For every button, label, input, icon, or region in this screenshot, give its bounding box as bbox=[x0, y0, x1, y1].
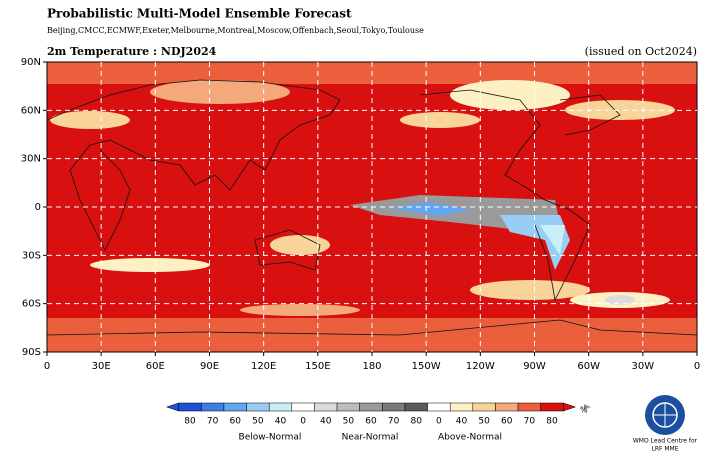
color-box bbox=[336, 402, 360, 412]
color-box bbox=[540, 402, 564, 412]
lon-label: 90E bbox=[200, 361, 219, 372]
color-box bbox=[291, 402, 315, 412]
legend-label: 60 bbox=[230, 417, 242, 427]
color-box bbox=[472, 402, 496, 412]
wmo-logo bbox=[645, 395, 685, 435]
legend-label: 80 bbox=[546, 417, 558, 427]
legend-group: Near-Normal bbox=[342, 433, 399, 443]
legend-label: 40 bbox=[456, 417, 468, 427]
centres: Beijing,CMCC,ECMWF,Exeter,Melbourne,Mont… bbox=[47, 26, 424, 35]
logo-text: LRF MME bbox=[651, 446, 678, 453]
unit-arrow bbox=[584, 404, 591, 410]
legend-group: Above-Normal bbox=[438, 433, 502, 443]
lat-label: 0 bbox=[35, 202, 41, 213]
title: Probabilistic Multi-Model Ensemble Forec… bbox=[47, 7, 352, 21]
color-box bbox=[495, 402, 519, 412]
legend-group: Below-Normal bbox=[239, 433, 302, 443]
legend-label: 50 bbox=[252, 417, 264, 427]
bar-arrow bbox=[563, 402, 577, 412]
legend-label: 60 bbox=[501, 417, 513, 427]
lon-label: 0 bbox=[44, 361, 50, 372]
color-box bbox=[404, 402, 428, 412]
lon-label: 120E bbox=[251, 361, 276, 372]
color-box bbox=[201, 402, 225, 412]
color-box bbox=[268, 402, 293, 412]
bar-arrow bbox=[165, 402, 179, 412]
lon-label: 30E bbox=[92, 361, 111, 372]
color-box bbox=[223, 402, 247, 412]
legend-label: 0 bbox=[300, 417, 306, 427]
legend-label: 40 bbox=[320, 417, 332, 427]
lat-label: 30N bbox=[21, 154, 41, 165]
lat-label: 30S bbox=[22, 250, 41, 261]
color-box bbox=[382, 402, 406, 412]
color-box bbox=[314, 402, 338, 412]
legend-label: 80 bbox=[184, 417, 196, 427]
color-box bbox=[449, 402, 474, 412]
legend-label: 50 bbox=[343, 417, 355, 427]
lat-label: 90S bbox=[22, 347, 41, 358]
lon-label: 180 bbox=[362, 361, 381, 372]
lon-label: 60W bbox=[577, 361, 600, 372]
legend-label: 50 bbox=[478, 417, 490, 427]
lat-label: 60S bbox=[22, 299, 41, 310]
lon-label: 30W bbox=[632, 361, 655, 372]
lon-label: 150E bbox=[305, 361, 330, 372]
lon-label: 150W bbox=[412, 361, 441, 372]
legend-label: 40 bbox=[275, 417, 287, 427]
legend-label: 60 bbox=[365, 417, 377, 427]
color-box bbox=[517, 402, 541, 412]
lon-label: 60E bbox=[146, 361, 165, 372]
legend-label: 0 bbox=[436, 417, 442, 427]
logo-text: WMO Lead Centre for bbox=[633, 438, 698, 445]
legend-label: 80 bbox=[411, 417, 423, 427]
issued: (issued on Oct2024) bbox=[585, 45, 697, 58]
lon-label: 120W bbox=[466, 361, 495, 372]
color-box bbox=[178, 402, 202, 412]
legend-label: 70 bbox=[524, 417, 536, 427]
lon-label: 90W bbox=[523, 361, 546, 372]
lat-label: 90N bbox=[21, 57, 41, 68]
legend-unit: % bbox=[580, 406, 588, 415]
coastlines bbox=[47, 79, 697, 336]
color-box bbox=[359, 402, 383, 412]
variable: 2m Temperature : NDJ2024 bbox=[47, 45, 217, 58]
color-box bbox=[427, 402, 451, 412]
lat-label: 60N bbox=[21, 105, 41, 116]
lon-label: 0 bbox=[694, 361, 700, 372]
legend-label: 70 bbox=[207, 417, 219, 427]
legend-label: 70 bbox=[388, 417, 400, 427]
color-box bbox=[246, 402, 270, 412]
